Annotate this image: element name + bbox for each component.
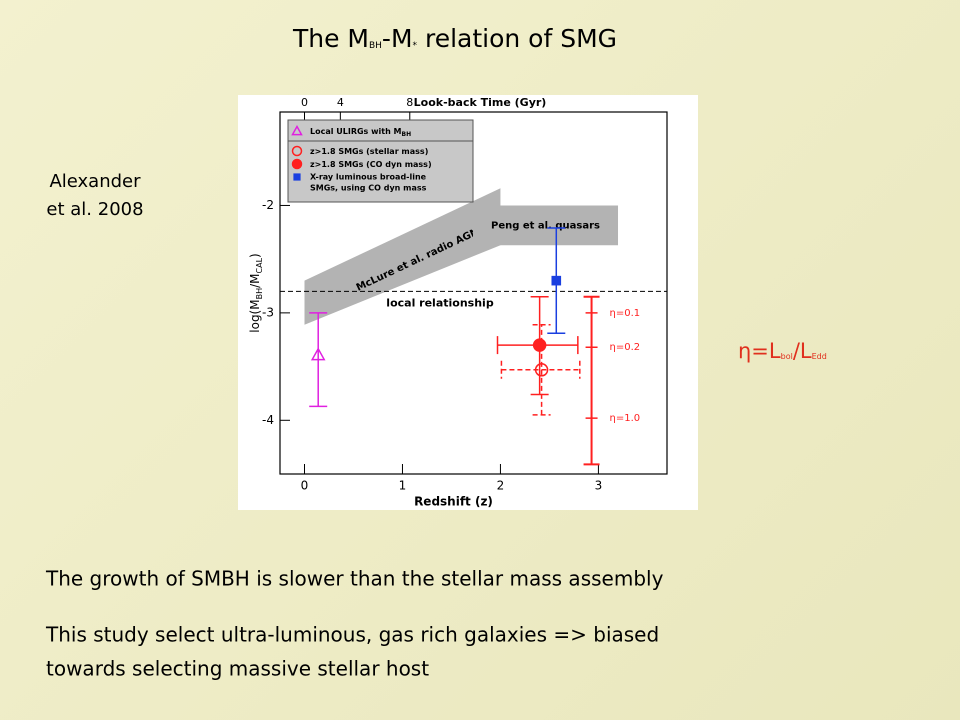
citation: et al. 2008 [46, 199, 143, 220]
x-tick-label: 0 [301, 479, 309, 493]
top-tick-label: 4 [337, 96, 344, 109]
legend-label-part: z>1.8 SMGs (stellar mass) [310, 147, 428, 156]
text-part: log(M [248, 299, 262, 332]
text-part: -M [382, 24, 413, 53]
text-part: The M [292, 24, 369, 53]
legend-label-part: BH [402, 131, 412, 138]
x-tick-label: 3 [595, 479, 603, 493]
legend-swatch [291, 124, 303, 136]
marker [532, 338, 547, 352]
legend-label-part: z>1.8 SMGs (CO dyn mass) [310, 160, 432, 169]
top-tick-label: 0 [301, 96, 308, 109]
legend-label: Local ULIRGs with MBH [310, 127, 411, 139]
citation: Alexander [49, 171, 141, 192]
eta-label: η=1.0 [610, 413, 641, 424]
reference-label: local relationship [386, 296, 494, 309]
marker [534, 363, 549, 377]
legend-label: SMGs, using CO dyn mass [310, 184, 427, 193]
eta-definition: η=Lbol/LEdd [738, 339, 827, 363]
note: towards selecting massive stellar host [46, 657, 429, 681]
text-part: /L [793, 339, 812, 363]
legend-box [287, 119, 474, 203]
legend-label: z>1.8 SMGs (stellar mass) [310, 147, 428, 156]
text-part: BH [369, 41, 382, 51]
legend-label: z>1.8 SMGs (CO dyn mass) [310, 160, 432, 169]
y-tick-label: -3 [262, 305, 274, 319]
marker [551, 275, 562, 286]
top-axis-label: Look-back Time (Gyr) [414, 96, 547, 109]
y-tick-label: -4 [262, 413, 274, 427]
text-part: Edd [812, 352, 827, 361]
text-part: /M [248, 273, 262, 287]
slide-title: The MBH-M* relation of SMG [292, 24, 617, 53]
legend-swatch [293, 173, 301, 181]
text-part: η=L [738, 339, 781, 363]
note: This study select ultra-luminous, gas ri… [45, 623, 659, 647]
legend-label: X-ray luminous broad-line [310, 173, 427, 182]
y-axis-label: log(MBH/MCAL) [248, 253, 265, 332]
band [473, 205, 619, 246]
band [304, 188, 501, 325]
eta-label: η=0.1 [610, 308, 641, 319]
marker [310, 347, 326, 361]
text-part: * [413, 41, 418, 51]
legend-swatch [291, 145, 303, 157]
plot-frame [279, 111, 668, 475]
text-part: bol [781, 352, 793, 361]
legend-swatch [291, 158, 303, 170]
x-axis-label: Redshift (z) [414, 495, 493, 509]
text-part: CAL [255, 257, 264, 273]
text-part: BH [255, 288, 264, 300]
note: The growth of SMBH is slower than the st… [45, 567, 664, 591]
band-label: Peng et al. quasars [491, 220, 600, 231]
text-part: relation of SMG [417, 24, 617, 53]
top-tick-label: 8 [406, 96, 413, 109]
y-tick-label: -2 [262, 198, 274, 212]
legend-label-part: Local ULIRGs with M [310, 127, 402, 136]
x-tick-label: 2 [497, 479, 505, 493]
eta-label: η=0.2 [610, 342, 641, 353]
text-part: ) [248, 253, 262, 258]
x-tick-label: 1 [399, 479, 407, 493]
